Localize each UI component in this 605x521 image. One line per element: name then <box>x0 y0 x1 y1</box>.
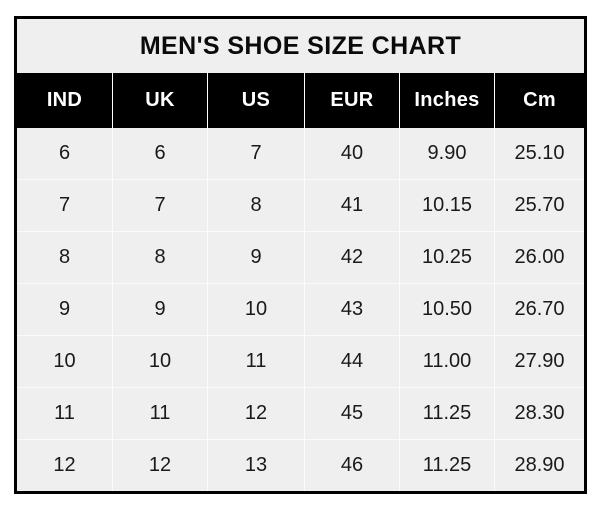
column-header-cm: Cm <box>523 89 556 111</box>
cell-eur: 42 <box>305 232 400 283</box>
cell-cm: 28.30 <box>514 402 565 424</box>
mens-shoe-size-chart-table: MEN'S SHOE SIZE CHART IND UK US EUR Inch… <box>14 16 587 494</box>
cell-ind: 10 <box>17 336 113 387</box>
cell-us: 8 <box>208 180 305 231</box>
cell-cm: 26.70 <box>514 298 565 320</box>
cell-inches: 11.00 <box>400 336 495 387</box>
cell-inches: 10.25 <box>400 232 495 283</box>
cell-ind: 6 <box>17 128 113 179</box>
cell-ind: 7 <box>17 180 113 231</box>
cell-inches: 9.90 <box>400 128 495 179</box>
cell-us: 11 <box>208 336 305 387</box>
cell-cm: 27.90 <box>514 350 565 372</box>
column-header-eur: EUR <box>305 73 400 128</box>
table-body: 6 6 7 40 9.90 25.10 7 7 8 41 10.15 25.70… <box>17 128 584 491</box>
cell-us: 13 <box>208 440 305 491</box>
table-row: 10 10 11 44 11.00 27.90 <box>17 336 584 388</box>
cell-uk: 9 <box>113 284 208 335</box>
table-row: 8 8 9 42 10.25 26.00 <box>17 232 584 284</box>
chart-title: MEN'S SHOE SIZE CHART <box>17 19 584 73</box>
cell-inches: 10.15 <box>400 180 495 231</box>
cell-cm: 26.00 <box>514 246 565 268</box>
column-header-ind: IND <box>17 73 113 128</box>
cell-ind: 9 <box>17 284 113 335</box>
cell-cm: 25.10 <box>514 142 565 164</box>
cell-uk: 11 <box>113 388 208 439</box>
cell-eur: 45 <box>305 388 400 439</box>
cell-uk: 8 <box>113 232 208 283</box>
cell-uk: 7 <box>113 180 208 231</box>
cell-inches: 10.50 <box>400 284 495 335</box>
table-header-row: IND UK US EUR Inches Cm <box>17 73 584 128</box>
cell-us: 9 <box>208 232 305 283</box>
cell-eur: 40 <box>305 128 400 179</box>
cell-eur: 46 <box>305 440 400 491</box>
table-row: 9 9 10 43 10.50 26.70 <box>17 284 584 336</box>
table-row: 12 12 13 46 11.25 28.90 <box>17 440 584 491</box>
table-row: 7 7 8 41 10.15 25.70 <box>17 180 584 232</box>
cell-us: 10 <box>208 284 305 335</box>
cell-eur: 43 <box>305 284 400 335</box>
cell-ind: 8 <box>17 232 113 283</box>
cell-inches: 11.25 <box>400 388 495 439</box>
cell-cm: 25.70 <box>514 194 565 216</box>
cell-eur: 44 <box>305 336 400 387</box>
cell-uk: 6 <box>113 128 208 179</box>
column-header-uk: UK <box>113 73 208 128</box>
cell-us: 12 <box>208 388 305 439</box>
cell-ind: 11 <box>17 388 113 439</box>
table-row: 11 11 12 45 11.25 28.30 <box>17 388 584 440</box>
cell-eur: 41 <box>305 180 400 231</box>
cell-uk: 12 <box>113 440 208 491</box>
cell-cm: 28.90 <box>514 454 565 476</box>
cell-inches: 11.25 <box>400 440 495 491</box>
column-header-inches: Inches <box>400 73 495 128</box>
cell-us: 7 <box>208 128 305 179</box>
table-row: 6 6 7 40 9.90 25.10 <box>17 128 584 180</box>
cell-ind: 12 <box>17 440 113 491</box>
cell-uk: 10 <box>113 336 208 387</box>
column-header-us: US <box>208 73 305 128</box>
